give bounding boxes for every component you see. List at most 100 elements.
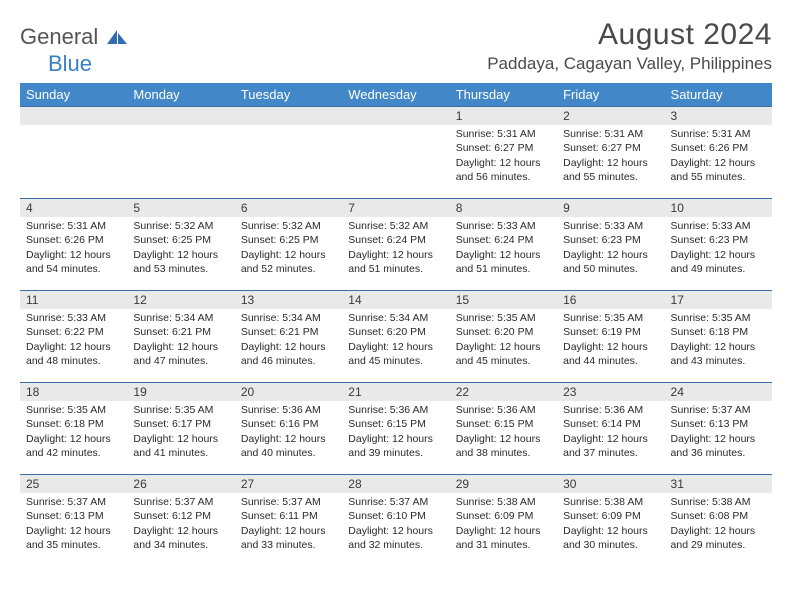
day-number-empty (235, 107, 342, 125)
day-cell (235, 107, 342, 199)
week-row: 4Sunrise: 5:31 AMSunset: 6:26 PMDaylight… (20, 199, 772, 291)
day-number: 23 (557, 383, 664, 401)
day-cell: 28Sunrise: 5:37 AMSunset: 6:10 PMDayligh… (342, 475, 449, 567)
location-text: Paddaya, Cagayan Valley, Philippines (487, 54, 772, 74)
weekday-header: Saturday (665, 83, 772, 107)
day-details: Sunrise: 5:35 AMSunset: 6:20 PMDaylight:… (450, 309, 557, 372)
day-details: Sunrise: 5:32 AMSunset: 6:25 PMDaylight:… (235, 217, 342, 280)
day-number: 22 (450, 383, 557, 401)
day-cell: 17Sunrise: 5:35 AMSunset: 6:18 PMDayligh… (665, 291, 772, 383)
day-number: 4 (20, 199, 127, 217)
weekday-header: Tuesday (235, 83, 342, 107)
day-cell: 2Sunrise: 5:31 AMSunset: 6:27 PMDaylight… (557, 107, 664, 199)
weekday-header: Monday (127, 83, 234, 107)
day-number: 14 (342, 291, 449, 309)
day-cell: 27Sunrise: 5:37 AMSunset: 6:11 PMDayligh… (235, 475, 342, 567)
calendar-page: General Blue August 2024 Paddaya, Cagaya… (0, 0, 792, 567)
day-details: Sunrise: 5:37 AMSunset: 6:13 PMDaylight:… (20, 493, 127, 556)
day-number: 12 (127, 291, 234, 309)
day-number: 25 (20, 475, 127, 493)
day-details: Sunrise: 5:31 AMSunset: 6:27 PMDaylight:… (557, 125, 664, 188)
day-number-empty (20, 107, 127, 125)
day-cell: 11Sunrise: 5:33 AMSunset: 6:22 PMDayligh… (20, 291, 127, 383)
day-cell: 20Sunrise: 5:36 AMSunset: 6:16 PMDayligh… (235, 383, 342, 475)
day-number-empty (127, 107, 234, 125)
month-title: August 2024 (487, 18, 772, 52)
weekday-header: Wednesday (342, 83, 449, 107)
day-number-empty (342, 107, 449, 125)
day-cell: 9Sunrise: 5:33 AMSunset: 6:23 PMDaylight… (557, 199, 664, 291)
day-number: 5 (127, 199, 234, 217)
day-cell: 22Sunrise: 5:36 AMSunset: 6:15 PMDayligh… (450, 383, 557, 475)
calendar-body: 1Sunrise: 5:31 AMSunset: 6:27 PMDaylight… (20, 107, 772, 567)
day-details: Sunrise: 5:33 AMSunset: 6:23 PMDaylight:… (557, 217, 664, 280)
day-cell: 14Sunrise: 5:34 AMSunset: 6:20 PMDayligh… (342, 291, 449, 383)
day-cell: 25Sunrise: 5:37 AMSunset: 6:13 PMDayligh… (20, 475, 127, 567)
day-number: 2 (557, 107, 664, 125)
calendar-table: SundayMondayTuesdayWednesdayThursdayFrid… (20, 83, 772, 567)
day-number: 3 (665, 107, 772, 125)
day-details: Sunrise: 5:38 AMSunset: 6:09 PMDaylight:… (557, 493, 664, 556)
title-block: August 2024 Paddaya, Cagayan Valley, Phi… (487, 18, 772, 74)
day-details: Sunrise: 5:36 AMSunset: 6:16 PMDaylight:… (235, 401, 342, 464)
day-details: Sunrise: 5:36 AMSunset: 6:15 PMDaylight:… (342, 401, 449, 464)
logo-text-block: General Blue (20, 24, 129, 77)
day-number: 8 (450, 199, 557, 217)
day-details: Sunrise: 5:37 AMSunset: 6:13 PMDaylight:… (665, 401, 772, 464)
day-details: Sunrise: 5:32 AMSunset: 6:25 PMDaylight:… (127, 217, 234, 280)
day-number: 6 (235, 199, 342, 217)
day-number: 1 (450, 107, 557, 125)
day-number: 13 (235, 291, 342, 309)
day-details: Sunrise: 5:35 AMSunset: 6:17 PMDaylight:… (127, 401, 234, 464)
day-details: Sunrise: 5:32 AMSunset: 6:24 PMDaylight:… (342, 217, 449, 280)
day-details: Sunrise: 5:34 AMSunset: 6:21 PMDaylight:… (235, 309, 342, 372)
day-details: Sunrise: 5:33 AMSunset: 6:24 PMDaylight:… (450, 217, 557, 280)
weekday-header: Sunday (20, 83, 127, 107)
logo-word-blue: Blue (48, 51, 92, 76)
day-cell (20, 107, 127, 199)
day-cell: 23Sunrise: 5:36 AMSunset: 6:14 PMDayligh… (557, 383, 664, 475)
logo-word-general: General (20, 24, 98, 49)
day-number: 16 (557, 291, 664, 309)
day-number: 21 (342, 383, 449, 401)
day-details: Sunrise: 5:37 AMSunset: 6:11 PMDaylight:… (235, 493, 342, 556)
day-cell: 21Sunrise: 5:36 AMSunset: 6:15 PMDayligh… (342, 383, 449, 475)
week-row: 1Sunrise: 5:31 AMSunset: 6:27 PMDaylight… (20, 107, 772, 199)
day-details: Sunrise: 5:31 AMSunset: 6:26 PMDaylight:… (20, 217, 127, 280)
day-number: 20 (235, 383, 342, 401)
day-details: Sunrise: 5:35 AMSunset: 6:19 PMDaylight:… (557, 309, 664, 372)
day-details: Sunrise: 5:37 AMSunset: 6:12 PMDaylight:… (127, 493, 234, 556)
day-number: 17 (665, 291, 772, 309)
day-details: Sunrise: 5:33 AMSunset: 6:23 PMDaylight:… (665, 217, 772, 280)
day-cell: 6Sunrise: 5:32 AMSunset: 6:25 PMDaylight… (235, 199, 342, 291)
day-cell: 7Sunrise: 5:32 AMSunset: 6:24 PMDaylight… (342, 199, 449, 291)
weekday-header: Friday (557, 83, 664, 107)
day-number: 31 (665, 475, 772, 493)
brand-logo: General Blue (20, 24, 129, 77)
day-number: 29 (450, 475, 557, 493)
day-details: Sunrise: 5:35 AMSunset: 6:18 PMDaylight:… (20, 401, 127, 464)
page-header: General Blue August 2024 Paddaya, Cagaya… (20, 18, 772, 77)
week-row: 25Sunrise: 5:37 AMSunset: 6:13 PMDayligh… (20, 475, 772, 567)
day-number: 30 (557, 475, 664, 493)
day-details: Sunrise: 5:33 AMSunset: 6:22 PMDaylight:… (20, 309, 127, 372)
weekday-header: Thursday (450, 83, 557, 107)
day-cell: 30Sunrise: 5:38 AMSunset: 6:09 PMDayligh… (557, 475, 664, 567)
day-number: 24 (665, 383, 772, 401)
day-cell: 5Sunrise: 5:32 AMSunset: 6:25 PMDaylight… (127, 199, 234, 291)
day-details: Sunrise: 5:35 AMSunset: 6:18 PMDaylight:… (665, 309, 772, 372)
day-number: 9 (557, 199, 664, 217)
day-number: 15 (450, 291, 557, 309)
logo-sail-icon (105, 28, 129, 51)
day-cell (342, 107, 449, 199)
day-cell: 3Sunrise: 5:31 AMSunset: 6:26 PMDaylight… (665, 107, 772, 199)
day-cell: 29Sunrise: 5:38 AMSunset: 6:09 PMDayligh… (450, 475, 557, 567)
day-cell: 12Sunrise: 5:34 AMSunset: 6:21 PMDayligh… (127, 291, 234, 383)
week-row: 18Sunrise: 5:35 AMSunset: 6:18 PMDayligh… (20, 383, 772, 475)
day-details: Sunrise: 5:34 AMSunset: 6:21 PMDaylight:… (127, 309, 234, 372)
day-number: 18 (20, 383, 127, 401)
day-cell: 1Sunrise: 5:31 AMSunset: 6:27 PMDaylight… (450, 107, 557, 199)
day-details: Sunrise: 5:38 AMSunset: 6:09 PMDaylight:… (450, 493, 557, 556)
week-row: 11Sunrise: 5:33 AMSunset: 6:22 PMDayligh… (20, 291, 772, 383)
day-cell: 16Sunrise: 5:35 AMSunset: 6:19 PMDayligh… (557, 291, 664, 383)
